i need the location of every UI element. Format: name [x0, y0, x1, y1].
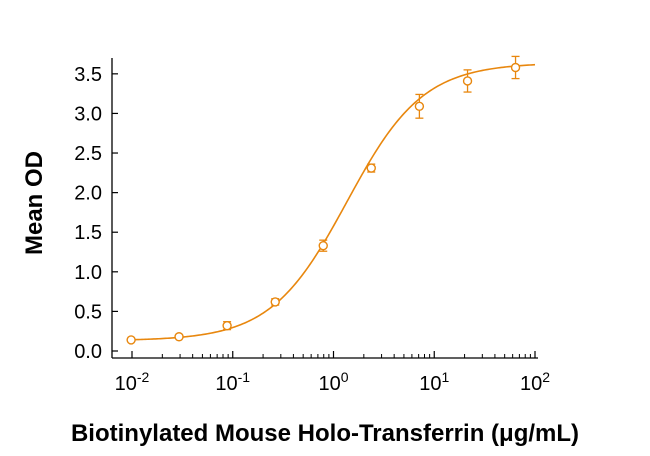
data-point — [318, 240, 328, 251]
data-point-group — [174, 332, 184, 342]
data-point — [174, 332, 184, 342]
x-tick-exponent: 0 — [341, 369, 349, 385]
data-point-group — [126, 335, 136, 345]
x-tick-label: 10-1 — [215, 369, 250, 395]
y-tick-label: 1.0 — [74, 262, 102, 284]
fit-curve — [131, 63, 536, 341]
x-tick-label: 101 — [419, 369, 449, 395]
x-tick-label: 100 — [318, 369, 348, 395]
fit-curve-layer — [131, 63, 536, 341]
x-tick-label: 102 — [520, 369, 550, 395]
data-point — [270, 297, 280, 307]
axes — [111, 58, 538, 359]
x-tick-exponent: 1 — [441, 369, 449, 385]
y-tick-label: 3.0 — [74, 103, 102, 125]
data-points-layer — [126, 55, 521, 345]
x-ticks: 10-2 10-1 100 101 102 — [115, 351, 550, 395]
data-point-group — [270, 297, 280, 307]
x-tick-base: 10 — [115, 373, 137, 395]
data-point-group — [510, 55, 521, 80]
x-axis-title: Biotinylated Mouse Holo-Transferrin (μg/… — [71, 420, 579, 447]
data-point — [414, 101, 425, 112]
data-point-group — [414, 93, 425, 119]
data-point-group — [462, 69, 473, 93]
y-tick-label: 3.5 — [74, 64, 102, 86]
y-ticks: 0.0 0.5 1.0 1.5 2.0 2.5 3.0 3.5 — [74, 64, 118, 363]
x-tick-base: 10 — [419, 373, 441, 395]
data-point — [222, 320, 232, 331]
x-tick-base: 10 — [318, 373, 340, 395]
y-tick-label: 2.0 — [74, 183, 102, 205]
x-tick-exponent: -2 — [137, 369, 150, 385]
y-tick-label: 0.5 — [74, 301, 102, 323]
data-point — [462, 76, 473, 86]
data-point — [366, 163, 376, 173]
x-tick-base: 10 — [520, 373, 542, 395]
y-tick-label: 0.0 — [74, 341, 102, 363]
y-tick-label: 1.5 — [74, 222, 102, 244]
data-point — [510, 62, 521, 73]
x-tick-exponent: 2 — [542, 369, 550, 385]
y-axis-title: Mean OD — [21, 151, 48, 255]
data-point-group — [366, 163, 376, 173]
data-point-group — [222, 320, 232, 331]
y-tick-label: 2.5 — [74, 143, 102, 165]
x-tick-label: 10-2 — [115, 369, 150, 395]
x-tick-base: 10 — [215, 373, 237, 395]
data-point — [126, 335, 136, 345]
data-point-group — [318, 239, 328, 252]
x-tick-exponent: -1 — [238, 369, 251, 385]
